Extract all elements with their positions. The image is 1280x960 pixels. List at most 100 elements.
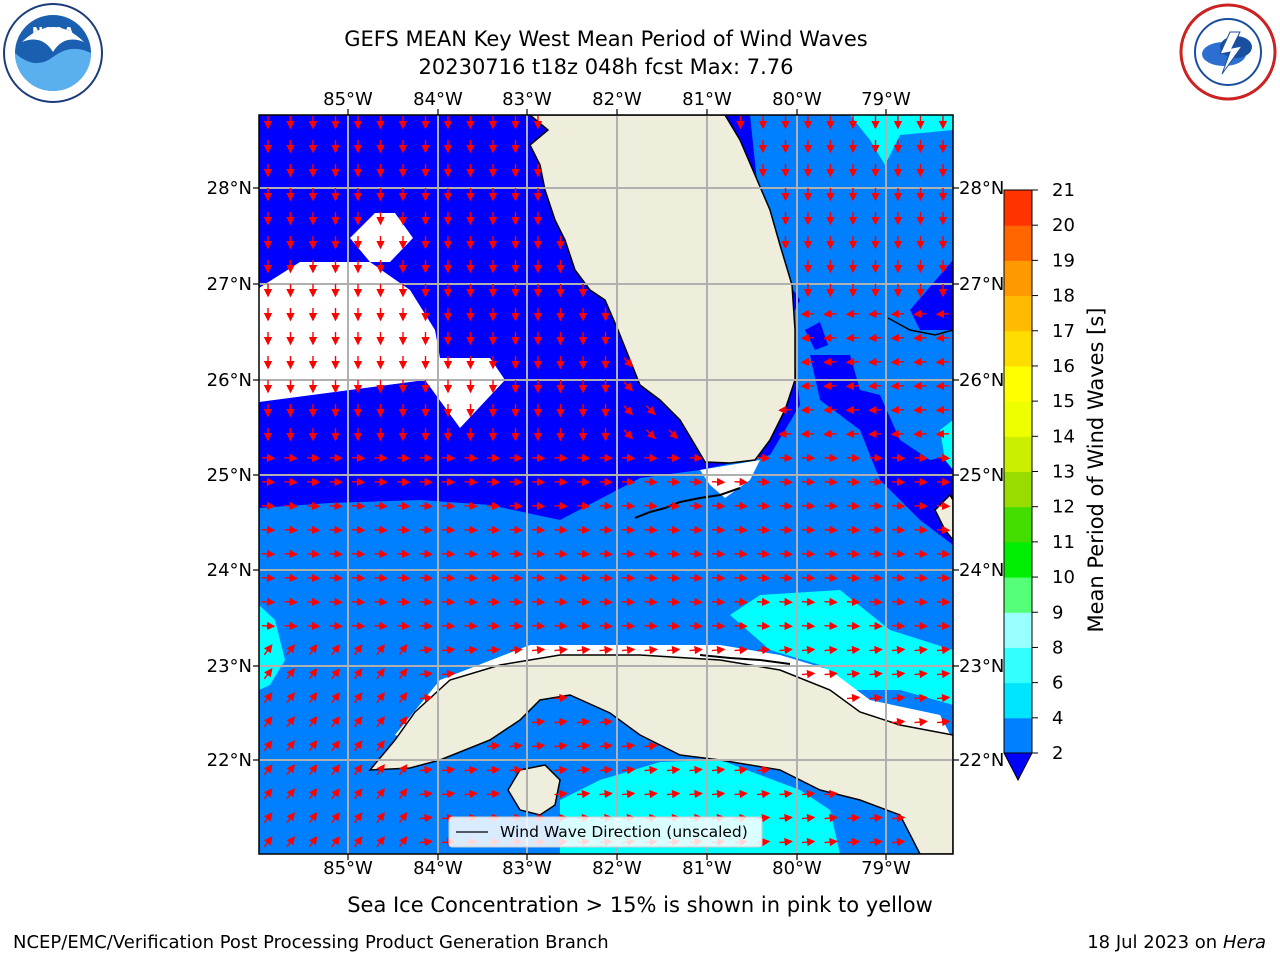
wave-direction-arrow	[306, 621, 321, 631]
wave-direction-arrow	[935, 357, 950, 367]
wave-direction-arrow	[263, 740, 273, 752]
wave-direction-arrow	[374, 621, 388, 631]
wave-direction-arrow	[913, 357, 927, 367]
wave-direction-arrow	[331, 812, 340, 824]
wave-direction-arrow	[936, 717, 951, 727]
noaa-logo-text: NOAA	[32, 26, 74, 41]
wave-direction-arrow	[531, 717, 546, 727]
wave-direction-arrow	[845, 333, 860, 343]
wave-direction-arrow	[396, 597, 411, 607]
wave-direction-arrow	[913, 309, 927, 319]
wave-direction-arrow	[531, 525, 546, 535]
wave-direction-arrow	[509, 645, 523, 655]
wave-direction-arrow	[824, 453, 838, 463]
wave-direction-arrow	[756, 573, 771, 583]
wave-direction-arrow	[329, 573, 343, 583]
wave-direction-arrow	[891, 837, 906, 847]
wave-direction-arrow	[689, 765, 703, 775]
wave-direction-arrow	[263, 716, 273, 728]
wave-direction-arrow	[531, 597, 546, 607]
wave-direction-arrow	[644, 477, 658, 487]
wave-direction-arrow	[935, 309, 950, 319]
wave-direction-arrow	[576, 621, 591, 631]
lat-labels-left: 28°N 27°N 26°N 25°N 24°N 23°N 22°N	[207, 178, 252, 771]
wave-direction-arrow	[419, 573, 433, 583]
wave-direction-arrow	[374, 549, 388, 559]
wave-direction-arrow	[621, 525, 636, 535]
land-isla-juventud	[507, 764, 561, 816]
lat-label: 27°N	[207, 274, 252, 295]
wave-direction-arrow	[329, 501, 343, 511]
colorbar-tick-label: 8	[1052, 637, 1063, 658]
wave-direction-arrow	[644, 549, 658, 559]
wave-direction-arrow	[554, 765, 568, 775]
wave-direction-arrow	[890, 381, 905, 391]
wave-direction-arrow	[554, 525, 568, 535]
wave-direction-arrow	[599, 741, 613, 751]
ocean-fill-blue-pocket	[805, 322, 828, 350]
wave-direction-arrow	[419, 813, 433, 823]
wave-direction-arrow	[308, 692, 318, 704]
lat-labels-right: 28°N 27°N 26°N 25°N 24°N 23°N 22°N	[959, 178, 1004, 771]
wave-direction-arrow	[891, 573, 906, 583]
wave-direction-arrow	[623, 405, 634, 416]
wave-direction-arrow	[779, 573, 793, 583]
wave-direction-arrow	[419, 693, 433, 703]
wave-direction-arrow	[868, 405, 882, 415]
wave-direction-arrow	[464, 477, 478, 487]
wave-direction-arrow	[689, 477, 703, 487]
wave-direction-arrow	[554, 645, 568, 655]
wave-direction-arrow	[936, 669, 951, 679]
land-grand-bahama	[887, 317, 953, 336]
wave-direction-arrow	[666, 789, 681, 799]
wave-direction-arrow	[306, 477, 321, 487]
wave-direction-arrow	[845, 309, 860, 319]
wave-direction-arrow	[935, 333, 950, 343]
wave-direction-arrow	[554, 717, 568, 727]
wave-direction-arrow	[351, 573, 366, 583]
wave-direction-arrow	[734, 645, 748, 655]
wave-direction-arrow	[284, 549, 298, 559]
colorbar-tick-label: 17	[1052, 321, 1075, 342]
wave-direction-arrow	[711, 549, 726, 559]
wave-direction-arrow	[576, 741, 591, 751]
wave-direction-arrow	[666, 597, 681, 607]
wave-direction-arrow	[599, 501, 613, 511]
wave-direction-arrow	[914, 573, 928, 583]
wave-direction-arrow	[846, 549, 861, 559]
wave-direction-arrow	[711, 573, 726, 583]
wave-direction-arrow	[846, 645, 861, 655]
wave-direction-arrow	[554, 597, 568, 607]
wave-direction-arrow	[263, 644, 273, 656]
wave-direction-arrow	[329, 549, 343, 559]
wave-direction-arrow	[779, 477, 793, 487]
wave-direction-arrow	[486, 549, 501, 559]
wave-direction-arrow	[486, 789, 501, 799]
wave-direction-arrow	[913, 381, 927, 391]
wave-direction-arrow	[331, 740, 340, 752]
wave-direction-arrow	[644, 573, 658, 583]
wave-direction-arrow	[846, 669, 861, 679]
wave-direction-arrow	[576, 717, 591, 727]
wave-direction-arrow	[711, 621, 726, 631]
colorbar-segment	[1004, 330, 1032, 367]
wave-direction-arrow	[824, 525, 838, 535]
wave-direction-arrow	[869, 573, 883, 583]
wave-direction-arrow	[824, 549, 838, 559]
wave-direction-arrow	[554, 621, 568, 631]
wave-direction-arrow	[419, 525, 433, 535]
wave-direction-arrow	[286, 764, 295, 776]
lat-label: 28°N	[959, 178, 1004, 199]
wave-direction-arrow	[374, 453, 388, 463]
wave-direction-arrow	[914, 621, 928, 631]
wave-direction-arrow	[576, 525, 591, 535]
wave-direction-arrow	[509, 453, 523, 463]
wave-direction-arrow	[644, 501, 658, 511]
lat-label: 23°N	[207, 656, 252, 677]
wave-direction-arrow	[756, 453, 771, 463]
wave-direction-arrow	[801, 477, 816, 487]
wave-direction-arrow	[936, 477, 951, 487]
colorbar-tick-label: 4	[1052, 708, 1063, 729]
wave-direction-arrow	[914, 549, 928, 559]
wave-direction-arrow	[396, 501, 411, 511]
